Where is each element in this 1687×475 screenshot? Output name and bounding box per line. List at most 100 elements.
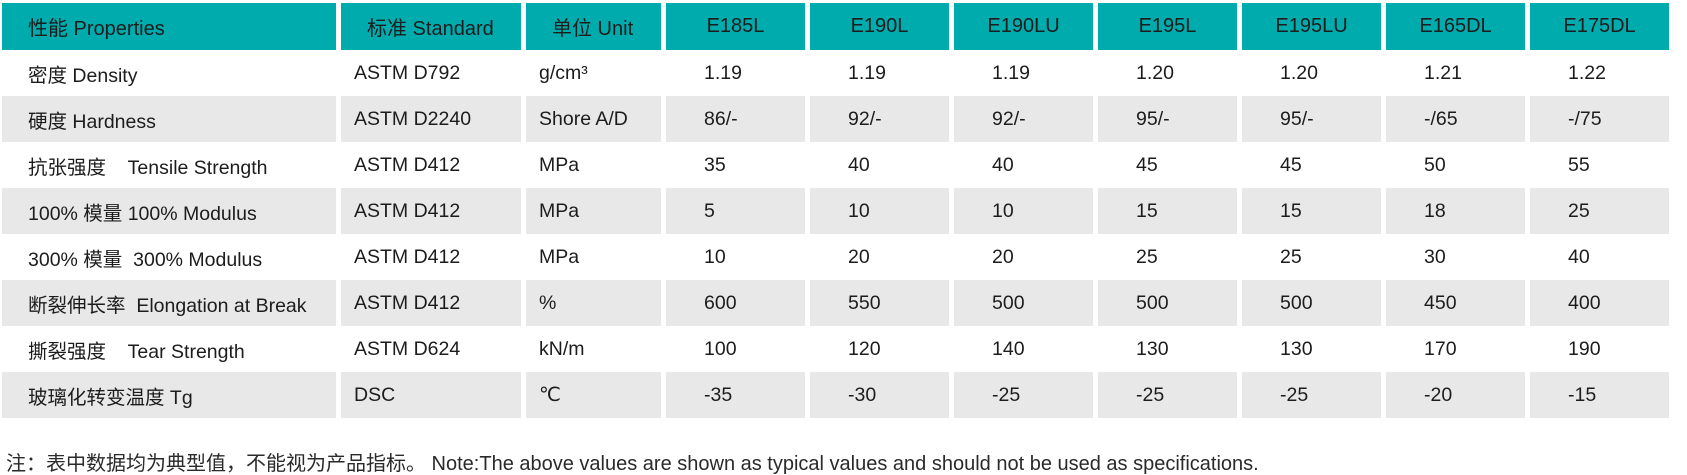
standard-cell: ASTM D412 (341, 142, 521, 188)
value-cell: 95/- (1098, 96, 1237, 142)
value-cell: 92/- (810, 96, 949, 142)
footnote: 注：表中数据均为典型值，不能视为产品指标。 Note:The above val… (6, 453, 1259, 475)
standard-cell: DSC (341, 372, 521, 418)
table-row-300-modulus: 300% 模量 300% Modulus ASTM D412 MPa 10 20… (2, 234, 1669, 280)
table-row-tear-strength: 撕裂强度 Tear Strength ASTM D624 kN/m 100 12… (2, 326, 1669, 372)
value-cell: 130 (1098, 326, 1237, 372)
value-cell: 25 (1530, 188, 1669, 234)
standard-cell: ASTM D2240 (341, 96, 521, 142)
property-label: 玻璃化转变温度 Tg (2, 372, 336, 418)
value-cell: 600 (666, 280, 805, 326)
property-label: 撕裂强度 Tear Strength (2, 326, 336, 372)
value-cell: 500 (1242, 280, 1381, 326)
property-label: 抗张强度 Tensile Strength (2, 142, 336, 188)
property-label: 300% 模量 300% Modulus (2, 234, 336, 280)
value-cell: 140 (954, 326, 1093, 372)
value-cell: 20 (954, 234, 1093, 280)
value-cell: 95/- (1242, 96, 1381, 142)
value-cell: 100 (666, 326, 805, 372)
standard-cell: ASTM D412 (341, 280, 521, 326)
value-cell: -25 (954, 372, 1093, 418)
value-cell: 25 (1098, 234, 1237, 280)
table-row-density: 密度 Density ASTM D792 g/cm³ 1.19 1.19 1.1… (2, 50, 1669, 96)
value-cell: 15 (1242, 188, 1381, 234)
unit-cell: g/cm³ (526, 50, 661, 96)
unit-cell: % (526, 280, 661, 326)
table-row-tensile-strength: 抗张强度 Tensile Strength ASTM D412 MPa 35 4… (2, 142, 1669, 188)
value-cell: 35 (666, 142, 805, 188)
col-header-unit: 单位 Unit (526, 3, 661, 50)
value-cell: 130 (1242, 326, 1381, 372)
col-header-e165dl: E165DL (1386, 3, 1525, 50)
value-cell: 10 (954, 188, 1093, 234)
property-label: 断裂伸长率 Elongation at Break (2, 280, 336, 326)
value-cell: 1.19 (666, 50, 805, 96)
value-cell: 500 (954, 280, 1093, 326)
value-cell: 1.22 (1530, 50, 1669, 96)
value-cell: 45 (1098, 142, 1237, 188)
value-cell: 120 (810, 326, 949, 372)
standard-cell: ASTM D624 (341, 326, 521, 372)
value-cell: 20 (810, 234, 949, 280)
value-cell: 10 (810, 188, 949, 234)
value-cell: -35 (666, 372, 805, 418)
table-row-hardness: 硬度 Hardness ASTM D2240 Shore A/D 86/- 92… (2, 96, 1669, 142)
value-cell: 1.20 (1242, 50, 1381, 96)
value-cell: 450 (1386, 280, 1525, 326)
unit-cell: MPa (526, 234, 661, 280)
standard-cell: ASTM D412 (341, 188, 521, 234)
unit-cell: MPa (526, 142, 661, 188)
col-header-e195lu: E195LU (1242, 3, 1381, 50)
value-cell: 1.21 (1386, 50, 1525, 96)
value-cell: 45 (1242, 142, 1381, 188)
value-cell: 5 (666, 188, 805, 234)
value-cell: 10 (666, 234, 805, 280)
header-row: 性能 Properties 标准 Standard 单位 Unit E185L … (2, 3, 1669, 50)
value-cell: -15 (1530, 372, 1669, 418)
value-cell: -25 (1098, 372, 1237, 418)
col-header-properties: 性能 Properties (2, 3, 336, 50)
value-cell: 400 (1530, 280, 1669, 326)
value-cell: -/75 (1530, 96, 1669, 142)
value-cell: 40 (810, 142, 949, 188)
value-cell: 550 (810, 280, 949, 326)
unit-cell: MPa (526, 188, 661, 234)
table-row-tg: 玻璃化转变温度 Tg DSC ℃ -35 -30 -25 -25 -25 -20… (2, 372, 1669, 418)
table-row-elongation: 断裂伸长率 Elongation at Break ASTM D412 % 60… (2, 280, 1669, 326)
col-header-e190lu: E190LU (954, 3, 1093, 50)
value-cell: 18 (1386, 188, 1525, 234)
unit-cell: ℃ (526, 372, 661, 418)
standard-cell: ASTM D792 (341, 50, 521, 96)
table-row-100-modulus: 100% 模量 100% Modulus ASTM D412 MPa 5 10 … (2, 188, 1669, 234)
property-label: 密度 Density (2, 50, 336, 96)
col-header-e185l: E185L (666, 3, 805, 50)
value-cell: 92/- (954, 96, 1093, 142)
value-cell: -30 (810, 372, 949, 418)
value-cell: 30 (1386, 234, 1525, 280)
value-cell: -20 (1386, 372, 1525, 418)
value-cell: 25 (1242, 234, 1381, 280)
value-cell: 1.20 (1098, 50, 1237, 96)
col-header-e190l: E190L (810, 3, 949, 50)
unit-cell: kN/m (526, 326, 661, 372)
value-cell: 500 (1098, 280, 1237, 326)
property-label: 100% 模量 100% Modulus (2, 188, 336, 234)
col-header-standard: 标准 Standard (341, 3, 521, 50)
value-cell: 15 (1098, 188, 1237, 234)
value-cell: 1.19 (954, 50, 1093, 96)
value-cell: 86/- (666, 96, 805, 142)
col-header-e175dl: E175DL (1530, 3, 1669, 50)
value-cell: 40 (1530, 234, 1669, 280)
unit-cell: Shore A/D (526, 96, 661, 142)
property-label: 硬度 Hardness (2, 96, 336, 142)
value-cell: 1.19 (810, 50, 949, 96)
standard-cell: ASTM D412 (341, 234, 521, 280)
value-cell: -/65 (1386, 96, 1525, 142)
value-cell: 170 (1386, 326, 1525, 372)
value-cell: -25 (1242, 372, 1381, 418)
value-cell: 55 (1530, 142, 1669, 188)
value-cell: 190 (1530, 326, 1669, 372)
value-cell: 40 (954, 142, 1093, 188)
col-header-e195l: E195L (1098, 3, 1237, 50)
